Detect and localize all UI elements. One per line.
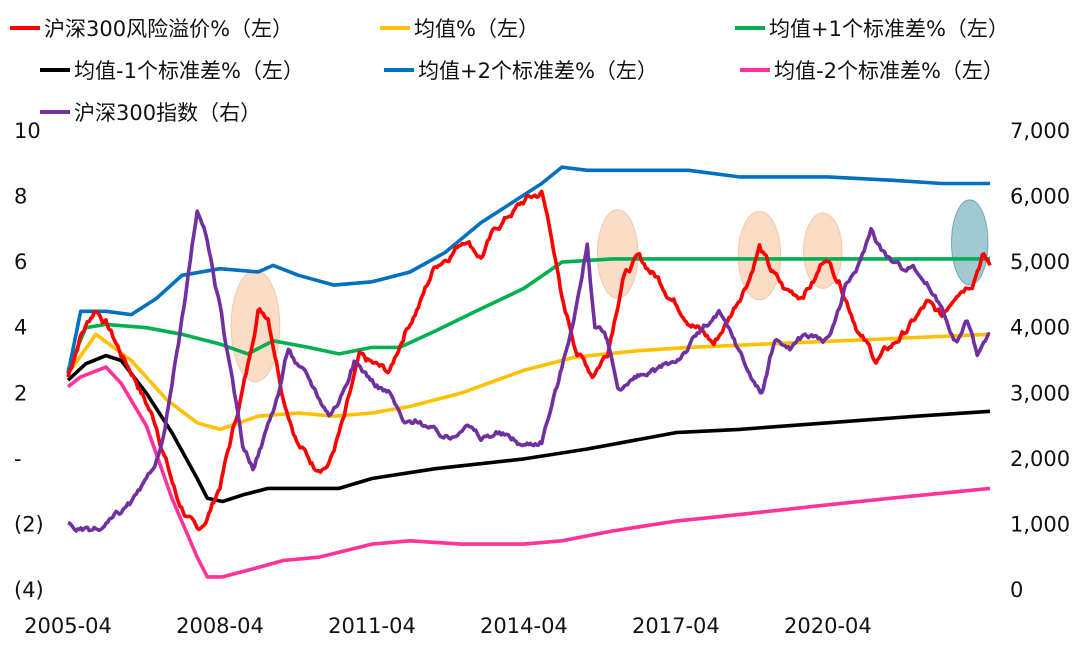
x-axis-tick-label: 2011-04 <box>328 614 416 638</box>
legend-label: 沪深300风险溢价%（左） <box>44 17 293 41</box>
legend-label: 均值+2个标准差%（左） <box>418 59 658 83</box>
right-axis-tick-label: 2,000 <box>1010 447 1070 471</box>
legend-item: 均值+1个标准差%（左） <box>735 17 1009 41</box>
left-axis-tick-label: (4) <box>14 578 44 602</box>
x-axis-tick-label: 2005-04 <box>24 614 112 638</box>
right-axis-tick-label: 0 <box>1010 578 1023 602</box>
left-axis-ticks: 10 8 6 4 2 - (2) (4) <box>14 119 44 602</box>
highlight-ellipse-3 <box>737 210 782 301</box>
x-axis-ticks: 2005-04 2008-04 2011-04 2014-04 2017-04 2020-… <box>24 614 872 638</box>
series-line-mean-plus-2sd <box>66 165 990 374</box>
series-lines <box>66 165 992 579</box>
right-axis-tick-label: 6,000 <box>1010 185 1070 209</box>
legend-label: 均值-1个标准差%（左） <box>74 59 304 83</box>
legend-label: 沪深300指数（右） <box>74 101 261 125</box>
left-axis-tick-label: 4 <box>14 316 27 340</box>
left-axis-tick-label: 10 <box>14 119 41 143</box>
left-axis-tick-label: - <box>14 447 22 471</box>
x-axis-tick-label: 2017-04 <box>632 614 720 638</box>
left-axis-tick-label: 2 <box>14 381 27 405</box>
legend-item: 沪深300风险溢价%（左） <box>10 17 293 41</box>
right-axis-tick-label: 7,000 <box>1010 119 1070 143</box>
series-line-mean <box>66 332 991 432</box>
left-axis-tick-label: 8 <box>14 185 27 209</box>
legend-label: 均值%（左） <box>414 17 539 41</box>
right-axis-tick-label: 5,000 <box>1010 250 1070 274</box>
legend-item: 均值-1个标准差%（左） <box>40 59 304 83</box>
legend-label: 均值-2个标准差%（左） <box>774 59 1004 83</box>
legend-item: 均值%（左） <box>380 17 539 41</box>
right-axis-tick-label: 4,000 <box>1010 316 1070 340</box>
legend-item: 沪深300指数（右） <box>40 101 261 125</box>
x-axis-tick-label: 2008-04 <box>176 614 264 638</box>
left-axis-tick-label: 6 <box>14 250 27 274</box>
legend-item: 均值-2个标准差%（左） <box>740 59 1004 83</box>
series-line-mean-minus-2sd <box>66 365 991 579</box>
series-line-risk-premium <box>66 189 992 532</box>
right-axis-tick-label: 1,000 <box>1010 512 1070 536</box>
right-axis-ticks: 7,000 6,000 5,000 4,000 3,000 2,000 1,000 0 <box>1010 119 1070 602</box>
series-line-csi300-index <box>67 209 991 533</box>
series-line-mean-minus-1sd <box>66 353 991 504</box>
x-axis-tick-label: 2014-04 <box>480 614 568 638</box>
right-axis-tick-label: 3,000 <box>1010 381 1070 405</box>
legend: 沪深300风险溢价%（左） 均值%（左） 均值+1个标准差%（左） 均值-1个标准差%… <box>10 17 1009 125</box>
left-axis-tick-label: (2) <box>14 512 44 536</box>
series-line-mean-plus-1sd <box>66 257 990 371</box>
x-axis-tick-label: 2020-04 <box>784 614 872 638</box>
legend-label: 均值+1个标准差%（左） <box>769 17 1009 41</box>
highlight-ellipse-2 <box>596 209 639 299</box>
highlight-ellipse-5 <box>950 199 989 286</box>
legend-item: 均值+2个标准差%（左） <box>384 59 658 83</box>
